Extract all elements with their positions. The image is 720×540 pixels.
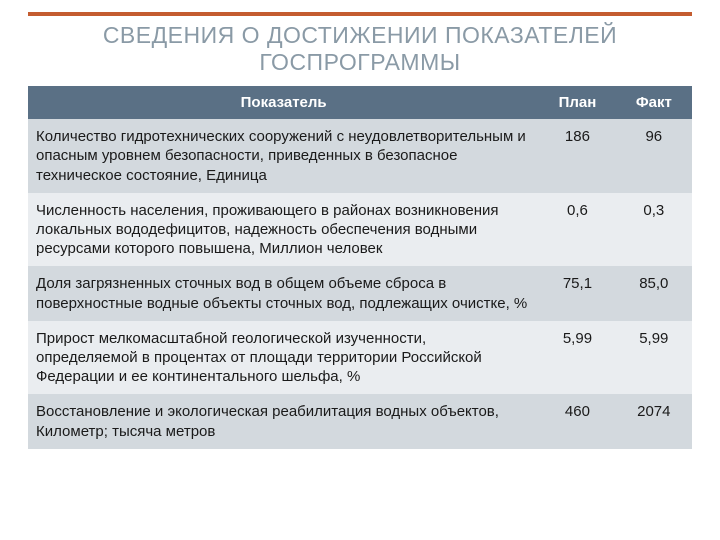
cell-indicator: Доля загрязненных сточных вод в общем об… xyxy=(28,266,539,320)
slide: СВЕДЕНИЯ О ДОСТИЖЕНИИ ПОКАЗАТЕЛЕЙ ГОСПРО… xyxy=(0,0,720,540)
cell-fact: 2074 xyxy=(616,394,692,448)
cell-plan: 186 xyxy=(539,119,615,193)
table-header-row: Показатель План Факт xyxy=(28,86,692,119)
cell-fact: 0,3 xyxy=(616,193,692,267)
table-body: Количество гидротехнических сооружений с… xyxy=(28,119,692,448)
col-header-indicator: Показатель xyxy=(28,86,539,119)
table-row: Прирост мелкомасштабной геологической из… xyxy=(28,321,692,395)
table-row: Доля загрязненных сточных вод в общем об… xyxy=(28,266,692,320)
col-header-fact: Факт xyxy=(616,86,692,119)
table-row: Количество гидротехнических сооружений с… xyxy=(28,119,692,193)
cell-fact: 85,0 xyxy=(616,266,692,320)
cell-plan: 5,99 xyxy=(539,321,615,395)
table-row: Численность населения, проживающего в ра… xyxy=(28,193,692,267)
page-title: СВЕДЕНИЯ О ДОСТИЖЕНИИ ПОКАЗАТЕЛЕЙ ГОСПРО… xyxy=(28,22,692,76)
cell-indicator: Прирост мелкомасштабной геологической из… xyxy=(28,321,539,395)
cell-plan: 0,6 xyxy=(539,193,615,267)
cell-indicator: Восстановление и экологическая реабилита… xyxy=(28,394,539,448)
table-row: Восстановление и экологическая реабилита… xyxy=(28,394,692,448)
cell-fact: 5,99 xyxy=(616,321,692,395)
cell-indicator: Численность населения, проживающего в ра… xyxy=(28,193,539,267)
cell-plan: 75,1 xyxy=(539,266,615,320)
accent-bar xyxy=(28,12,692,16)
col-header-plan: План xyxy=(539,86,615,119)
cell-fact: 96 xyxy=(616,119,692,193)
cell-indicator: Количество гидротехнических сооружений с… xyxy=(28,119,539,193)
cell-plan: 460 xyxy=(539,394,615,448)
indicators-table: Показатель План Факт Количество гидротех… xyxy=(28,86,692,448)
